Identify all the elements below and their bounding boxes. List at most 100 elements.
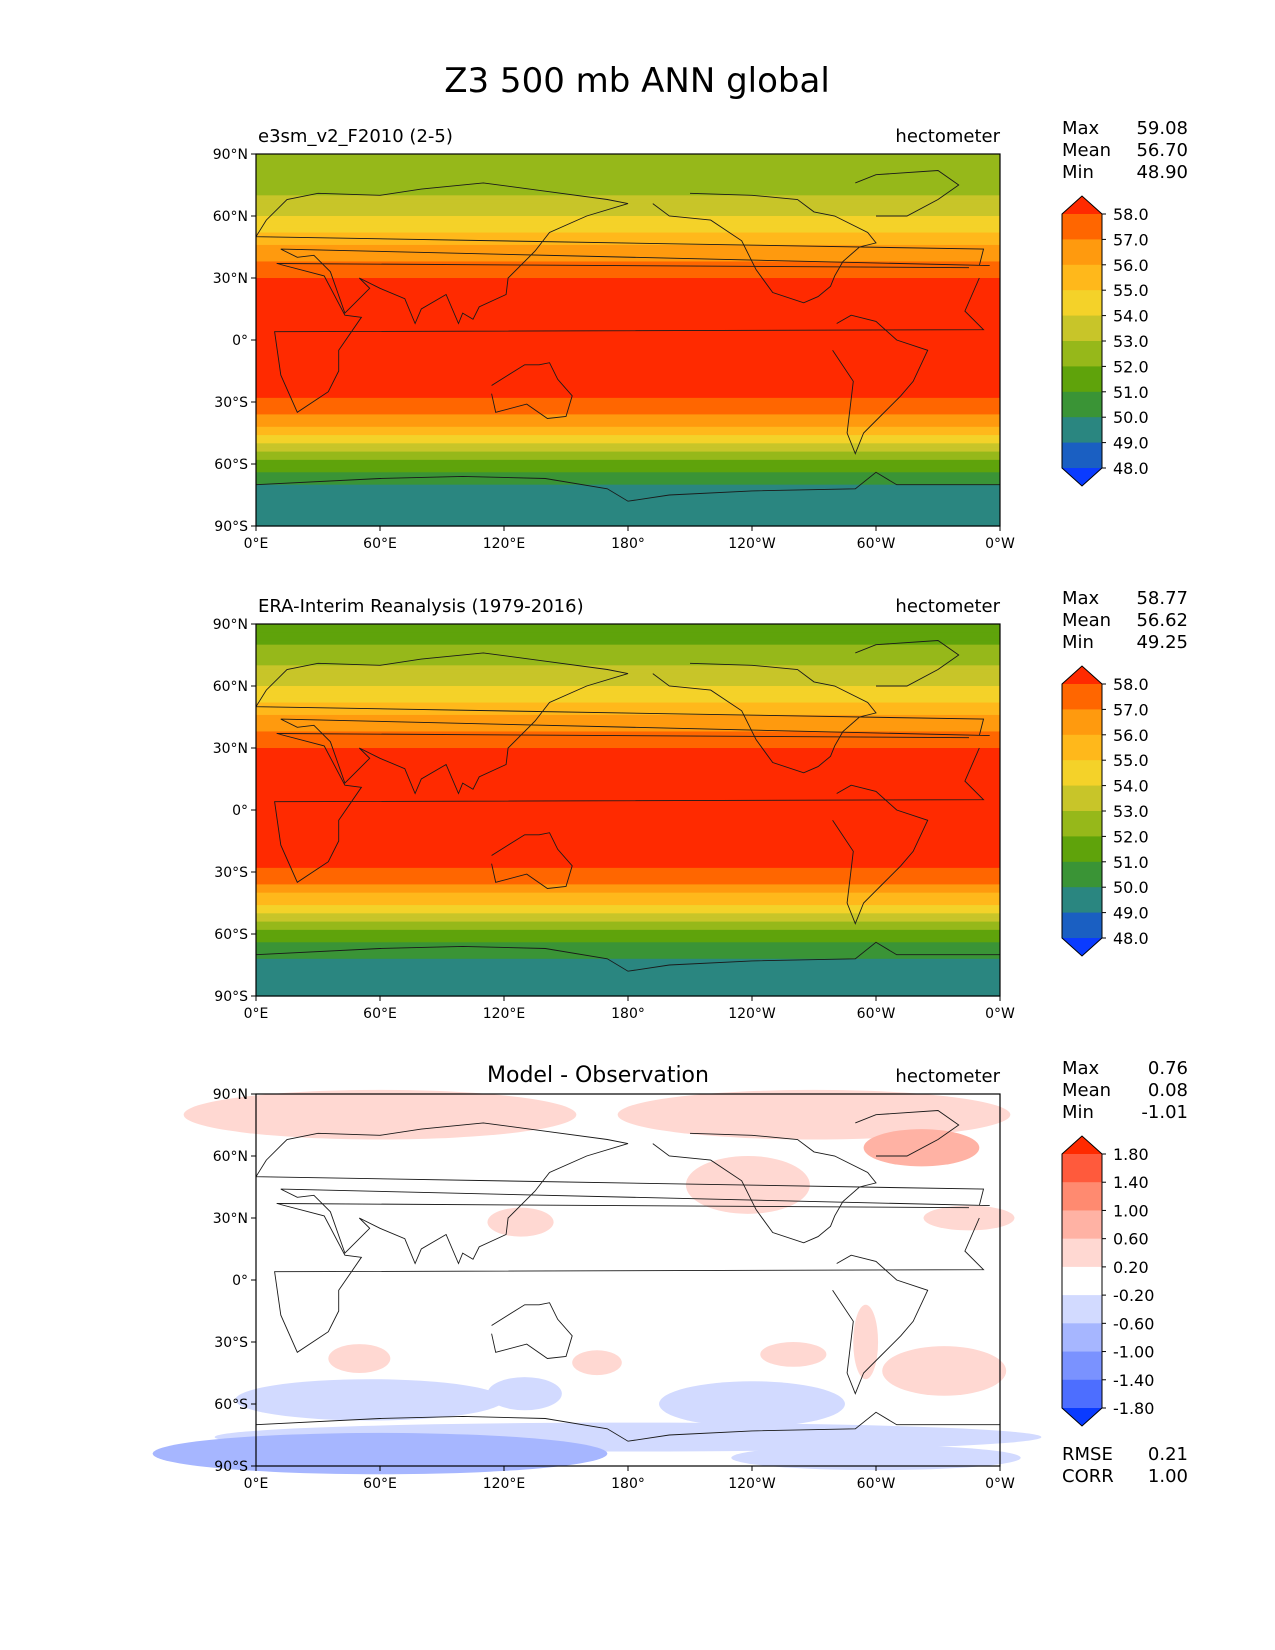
contour-band [256, 195, 1000, 201]
contour-band [256, 286, 1000, 291]
contour-band [256, 302, 1000, 308]
metric-value-rmse: 0.21 [1148, 1444, 1188, 1465]
contour-band [256, 872, 1000, 877]
colorbar-segment [1062, 861, 1102, 888]
anomaly-region [617, 1089, 1011, 1140]
contour-band [256, 719, 1000, 724]
colorbar-segment [1062, 391, 1102, 418]
contour-band [256, 170, 1000, 176]
contour-band [256, 867, 1000, 873]
lat-tick-label: 30°S [214, 395, 248, 411]
panel-difference: 0°E 60°E 120°E 180° 120°W 60°W 0°W 90°N 60°N 30°N… [152, 1058, 1188, 1492]
contour-band [256, 224, 1000, 229]
lat-tick-label: 0° [232, 333, 248, 349]
lat-tick-label: 90°S [214, 989, 248, 1005]
contour-band [256, 847, 1000, 852]
colorbar-label: 48.0 [1113, 929, 1149, 948]
contour-band [256, 393, 1000, 399]
contour-band [256, 830, 1000, 836]
anomaly-region [731, 1445, 1021, 1471]
lon-tick-label: 0°E [244, 1476, 269, 1492]
lon-tick-label: 60°E [363, 1006, 397, 1022]
coastline [652, 1132, 877, 1244]
stat-value-max: 59.08 [1136, 118, 1188, 139]
anomaly-region [882, 1346, 1007, 1396]
contour-band [256, 352, 1000, 358]
contour-band [256, 818, 1000, 823]
contour-band [256, 665, 1000, 671]
panel-test: 0°E 60°E 120°E 180° 120°W 60°W 0°W 90°N 60°N 30°N… [213, 118, 1188, 552]
contour-band [256, 648, 1000, 654]
colorbar-segment [1062, 264, 1102, 291]
contour-band [256, 468, 1000, 473]
units-label: hectometer [895, 126, 1000, 147]
colorbar-segment [1062, 1154, 1102, 1183]
stat-value-mean: 0.08 [1148, 1080, 1188, 1101]
colorbar-segment [1062, 1266, 1102, 1296]
contour-band [256, 814, 1000, 819]
coastline [652, 662, 877, 774]
contour-band [256, 265, 1000, 271]
contour-band [256, 900, 1000, 906]
colorbar-segment [1062, 734, 1102, 761]
contour-band [256, 905, 1000, 910]
map-test [256, 154, 1000, 527]
contour-band [256, 360, 1000, 366]
contour-band [256, 793, 1000, 799]
contour-band [256, 476, 1000, 482]
lat-tick-label: 30°N [213, 271, 248, 287]
colorbar-segment [1062, 811, 1102, 837]
contour-band [256, 236, 1000, 242]
colorbar-label: 56.0 [1113, 256, 1149, 275]
figure-title: Z3 500 mb ANN global [444, 61, 830, 101]
contour-band [256, 934, 1000, 939]
contour-band [256, 785, 1000, 790]
contour-band [256, 661, 1000, 666]
contour-band [256, 739, 1000, 745]
lat-tick-label: 60°S [214, 927, 248, 943]
colorbar-segment [1062, 442, 1102, 469]
contour-band [256, 319, 1000, 325]
contour-band [256, 892, 1000, 898]
contour-band [256, 166, 1000, 172]
stat-value-max: 0.76 [1148, 1058, 1188, 1079]
lat-tick-label: 90°S [214, 1459, 248, 1475]
contour-band [256, 624, 1000, 629]
lon-tick-label: 180° [611, 1006, 645, 1022]
metric-label-rmse: RMSE [1062, 1444, 1113, 1465]
contour-band [256, 402, 1000, 407]
stat-label-mean: Mean [1062, 1080, 1111, 1101]
contour-band [256, 501, 1000, 506]
contour-band [256, 414, 1000, 420]
contour-band [256, 913, 1000, 919]
colorbar-label: 52.0 [1113, 357, 1149, 376]
colorbar-label: 50.0 [1113, 878, 1149, 897]
contour-band [256, 810, 1000, 815]
contour-band [256, 306, 1000, 312]
lat-tick-label: 60°N [213, 1149, 248, 1165]
contour-band [256, 497, 1000, 502]
contour-band [256, 492, 1000, 498]
contour-band [256, 406, 1000, 411]
stat-value-mean: 56.70 [1136, 140, 1188, 161]
anomaly-region [863, 1129, 980, 1167]
contour-band [256, 644, 1000, 650]
lat-tick-label: 30°S [214, 865, 248, 881]
contour-band [256, 727, 1000, 733]
coastline [832, 784, 929, 925]
contour-band [256, 228, 1000, 234]
colorbar-segment [1062, 1351, 1102, 1381]
contour-band [256, 760, 1000, 766]
contour-band [256, 884, 1000, 890]
colorbar-extend-bottom [1062, 468, 1102, 486]
contour-band [256, 327, 1000, 333]
coastline [855, 640, 960, 687]
contour-band [256, 768, 1000, 774]
contour-band [256, 368, 1000, 374]
colorbar-label: 58.0 [1113, 675, 1149, 694]
colorbar-label: 0.60 [1113, 1230, 1149, 1249]
contour-band [256, 323, 1000, 329]
contour-band [256, 929, 1000, 935]
colorbar-segment [1062, 366, 1102, 393]
